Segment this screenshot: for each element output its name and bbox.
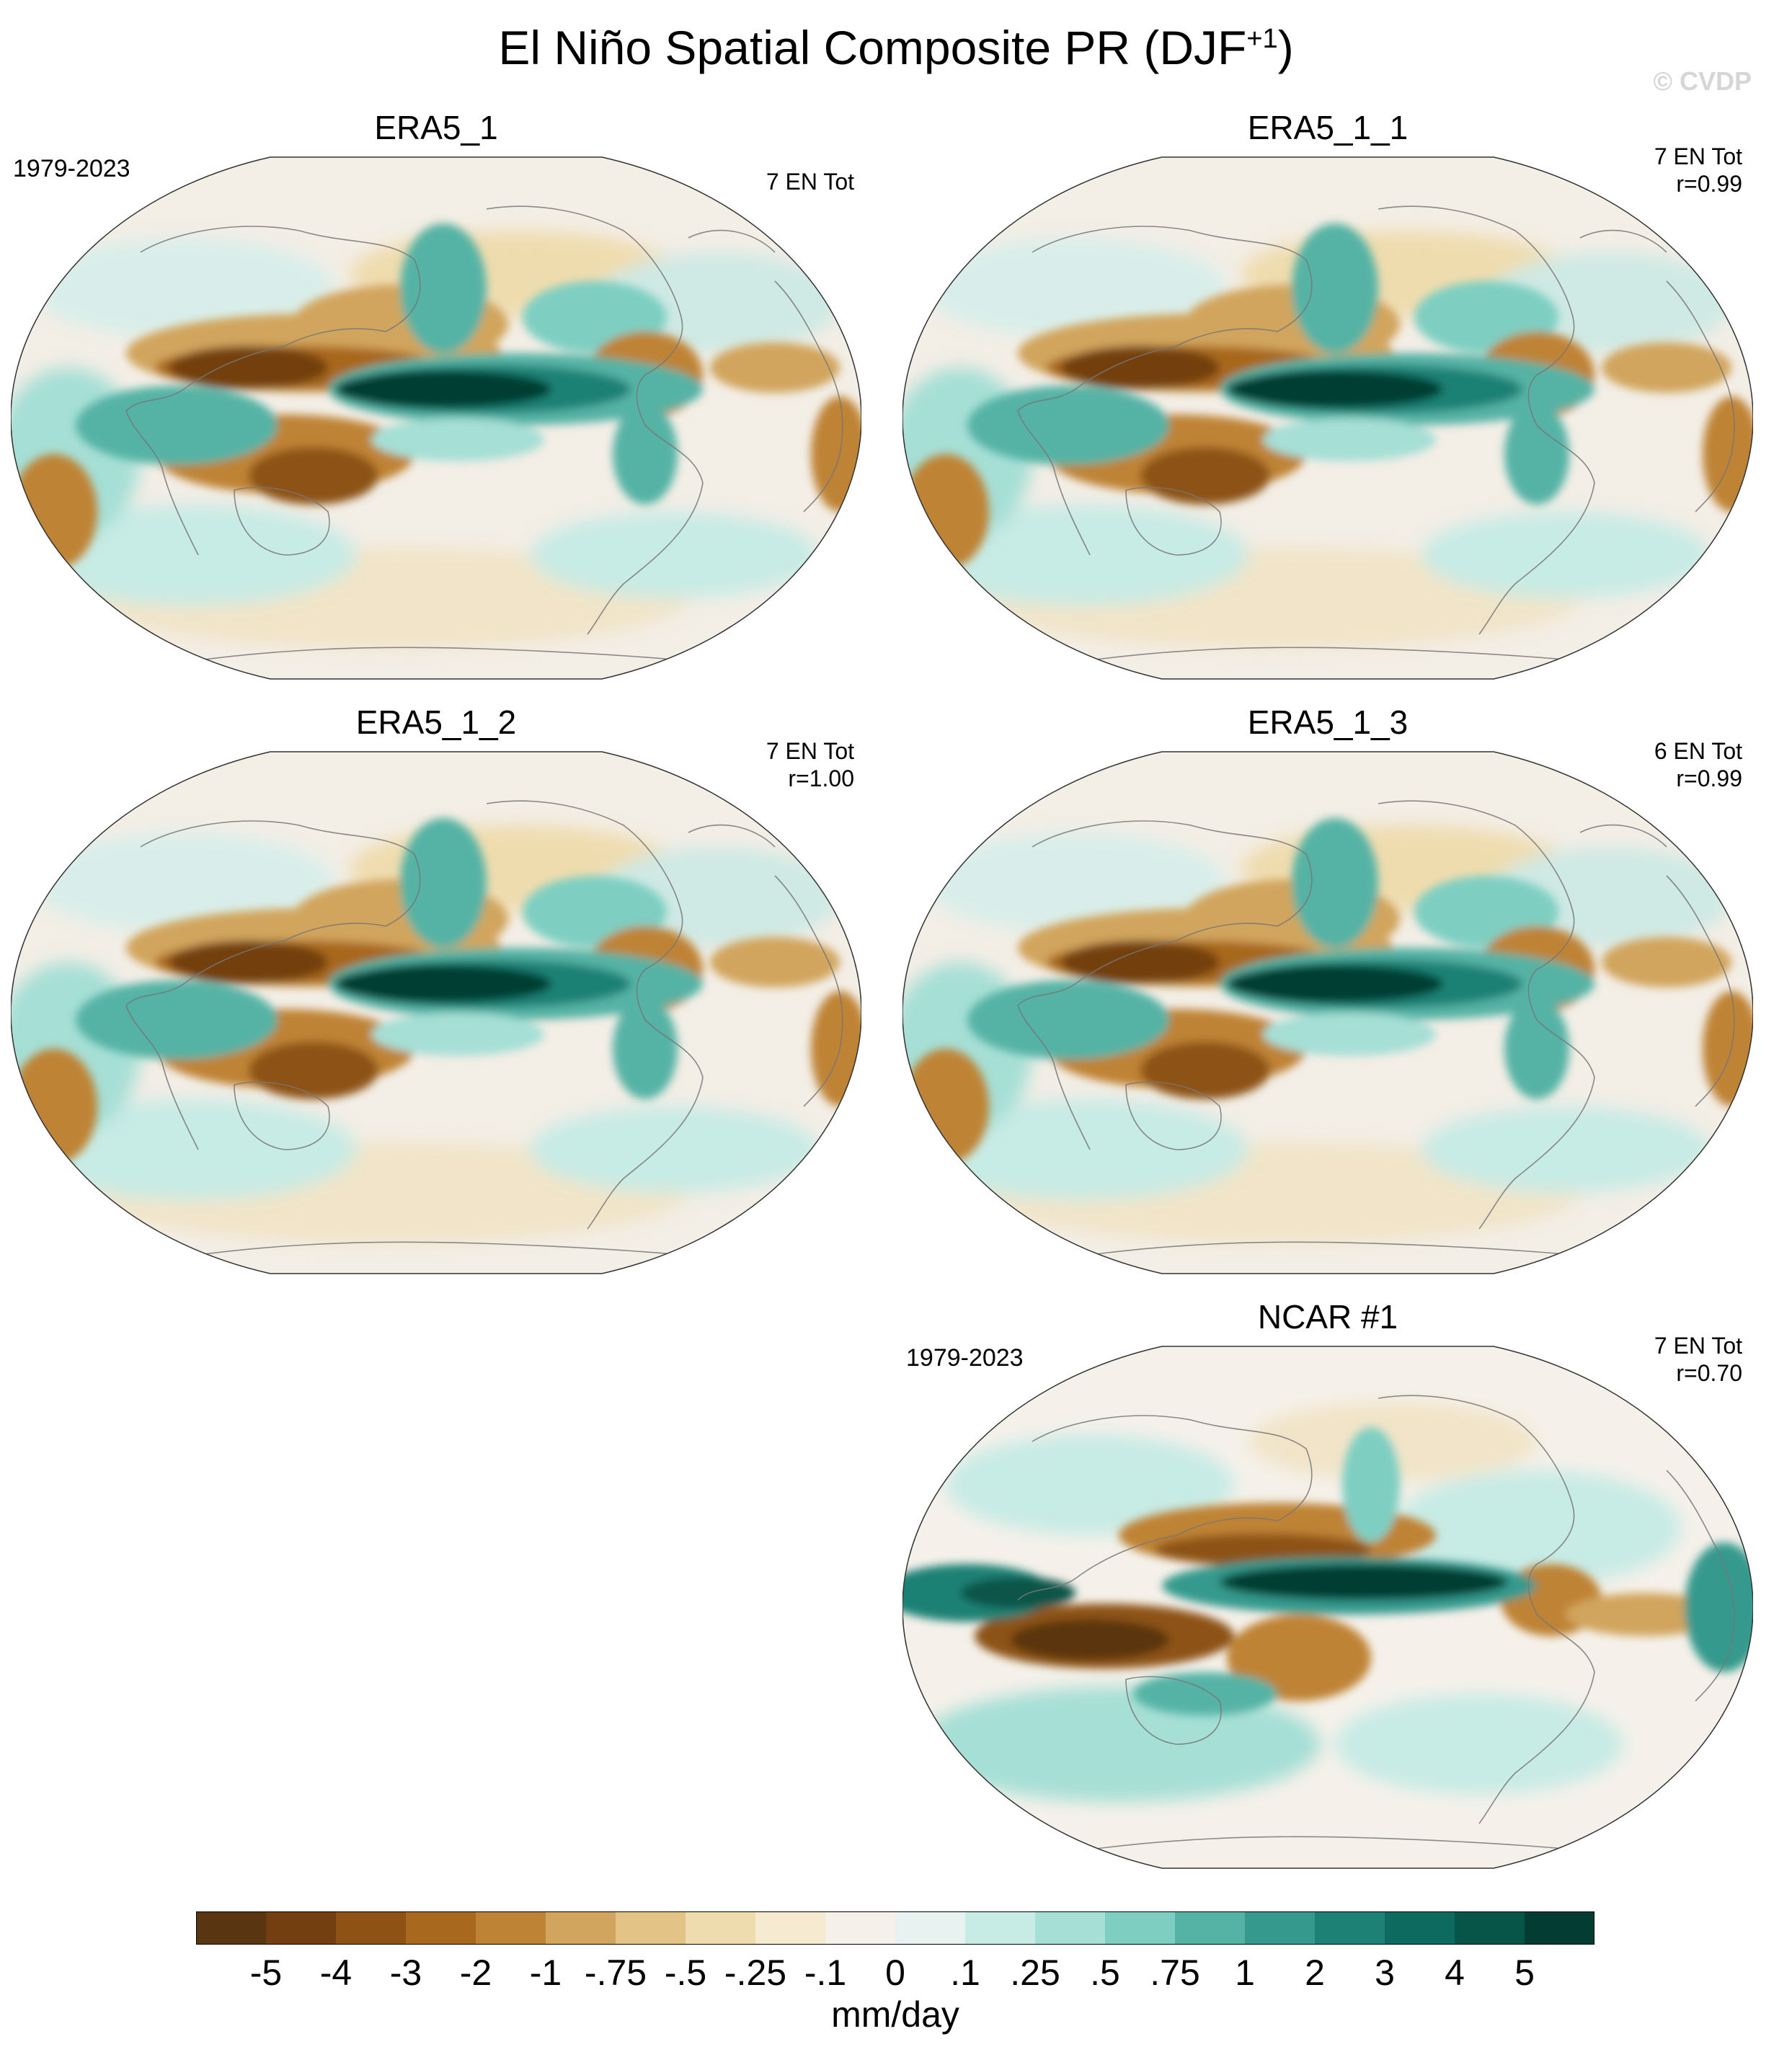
figure-title: El Niño Spatial Composite PR (DJF+1) bbox=[0, 20, 1792, 75]
event-count: 7 EN Tot bbox=[766, 738, 854, 764]
figure-title-text: El Niño Spatial Composite PR (DJF bbox=[498, 21, 1247, 74]
pattern-correlation: r=1.00 bbox=[788, 765, 854, 791]
panel-stats: 7 EN Tot r=0.99 bbox=[1654, 143, 1742, 197]
panel-era5-1-1: ERA5_1_1 7 EN Tot r=0.99 bbox=[902, 108, 1753, 696]
precip-anomaly-map-model bbox=[902, 1341, 1753, 1885]
colorbar-swatch bbox=[895, 1911, 966, 1945]
colorbar-swatch bbox=[1315, 1911, 1385, 1945]
colorbar-tick-label: -.75 bbox=[584, 1953, 647, 1993]
colorbar-tick-label: -1 bbox=[529, 1953, 562, 1993]
colorbar-swatch bbox=[616, 1911, 686, 1945]
figure-title-superscript: +1 bbox=[1246, 24, 1278, 54]
colorbar-swatch bbox=[755, 1911, 826, 1945]
panel-era5-1: ERA5_1 1979-2023 7 EN Tot bbox=[11, 108, 861, 696]
colorbar-swatch bbox=[476, 1911, 546, 1945]
cvdp-watermark: © CVDP bbox=[1653, 66, 1752, 96]
colorbar-frame bbox=[196, 1911, 1594, 1945]
colorbar-swatch bbox=[965, 1911, 1036, 1945]
colorbar-swatch bbox=[825, 1911, 896, 1945]
colorbar-tick-label: 4 bbox=[1445, 1953, 1465, 1993]
precip-anomaly-map bbox=[902, 151, 1753, 696]
colorbar-tick-label: 5 bbox=[1514, 1953, 1535, 1993]
event-count: 6 EN Tot bbox=[1654, 738, 1742, 764]
pattern-correlation: r=0.70 bbox=[1676, 1360, 1742, 1386]
colorbar-swatch bbox=[196, 1911, 267, 1945]
colorbar-swatch bbox=[1245, 1911, 1316, 1945]
colorbar-swatch bbox=[1105, 1911, 1176, 1945]
colorbar-tick-label: .1 bbox=[950, 1953, 980, 1993]
panel-title: ERA5_1_3 bbox=[1247, 703, 1409, 741]
colorbar-swatch bbox=[1385, 1911, 1455, 1945]
event-count: 7 EN Tot bbox=[1654, 1333, 1742, 1359]
colorbar-swatch bbox=[1175, 1911, 1246, 1945]
colorbar-tick-label: .25 bbox=[1010, 1953, 1060, 1993]
panel-era5-1-3: ERA5_1_3 6 EN Tot r=0.99 bbox=[902, 703, 1753, 1290]
map-field bbox=[902, 1341, 1753, 1874]
colorbar-swatch bbox=[336, 1911, 407, 1945]
map-field bbox=[11, 151, 861, 685]
panel-title: ERA5_1_1 bbox=[1247, 109, 1409, 146]
colorbar-units: mm/day bbox=[831, 1994, 959, 2035]
event-count: 7 EN Tot bbox=[766, 169, 854, 195]
colorbar-tick-label: -3 bbox=[389, 1953, 422, 1993]
map-field bbox=[902, 746, 1753, 1279]
map-field bbox=[902, 151, 1753, 685]
colorbar-swatch bbox=[686, 1911, 756, 1945]
panel-years: 1979-2023 bbox=[906, 1344, 1024, 1372]
colorbar-tick-label: -4 bbox=[319, 1953, 352, 1993]
panel-stats: 7 EN Tot bbox=[766, 168, 854, 195]
panel-title: ERA5_1 bbox=[374, 109, 498, 146]
panel-era5-1-2: ERA5_1_2 7 EN Tot r=1.00 bbox=[11, 703, 861, 1290]
panel-stats: 6 EN Tot r=0.99 bbox=[1654, 737, 1742, 792]
colorbar-swatch bbox=[546, 1911, 616, 1945]
pattern-correlation: r=0.99 bbox=[1676, 171, 1742, 197]
colorbar-swatch bbox=[1455, 1911, 1525, 1945]
figure-title-close: ) bbox=[1277, 21, 1294, 74]
colorbar-swatch bbox=[406, 1911, 476, 1945]
colorbar-swatches bbox=[196, 1911, 1594, 1945]
colorbar-tick-label: -2 bbox=[459, 1953, 492, 1993]
panel-stats: 7 EN Tot r=1.00 bbox=[766, 737, 854, 792]
colorbar-tick-label: -.25 bbox=[724, 1953, 787, 1993]
colorbar-tick-label: 2 bbox=[1305, 1953, 1325, 1993]
colorbar-tick-label: -.5 bbox=[664, 1953, 707, 1993]
panel-ncar-1: NCAR #1 1979-2023 7 EN Tot r=0.70 bbox=[902, 1297, 1753, 1885]
colorbar-swatch bbox=[266, 1911, 337, 1945]
colorbar-tick-label: 3 bbox=[1375, 1953, 1395, 1993]
map-field bbox=[11, 746, 861, 1279]
colorbar-tick-label: .75 bbox=[1150, 1953, 1200, 1993]
colorbar-tick-label: -5 bbox=[249, 1953, 283, 1993]
panel-title: ERA5_1_2 bbox=[355, 703, 517, 741]
colorbar-tick-label: 0 bbox=[885, 1953, 905, 1993]
panel-title: NCAR #1 bbox=[1257, 1298, 1398, 1336]
colorbar-swatch bbox=[1035, 1911, 1106, 1945]
colorbar-tick-label: 1 bbox=[1235, 1953, 1255, 1993]
precip-anomaly-map bbox=[11, 151, 861, 696]
event-count: 7 EN Tot bbox=[1654, 143, 1742, 169]
panel-years: 1979-2023 bbox=[13, 155, 130, 182]
colorbar-swatch bbox=[1525, 1911, 1594, 1945]
pattern-correlation: r=0.99 bbox=[1676, 765, 1742, 791]
precip-anomaly-map bbox=[11, 746, 861, 1290]
precip-anomaly-map bbox=[902, 746, 1753, 1290]
panel-stats: 7 EN Tot r=0.70 bbox=[1654, 1332, 1742, 1387]
colorbar-tick-label: .5 bbox=[1090, 1953, 1120, 1993]
colorbar-tick-label: -.1 bbox=[804, 1953, 847, 1993]
